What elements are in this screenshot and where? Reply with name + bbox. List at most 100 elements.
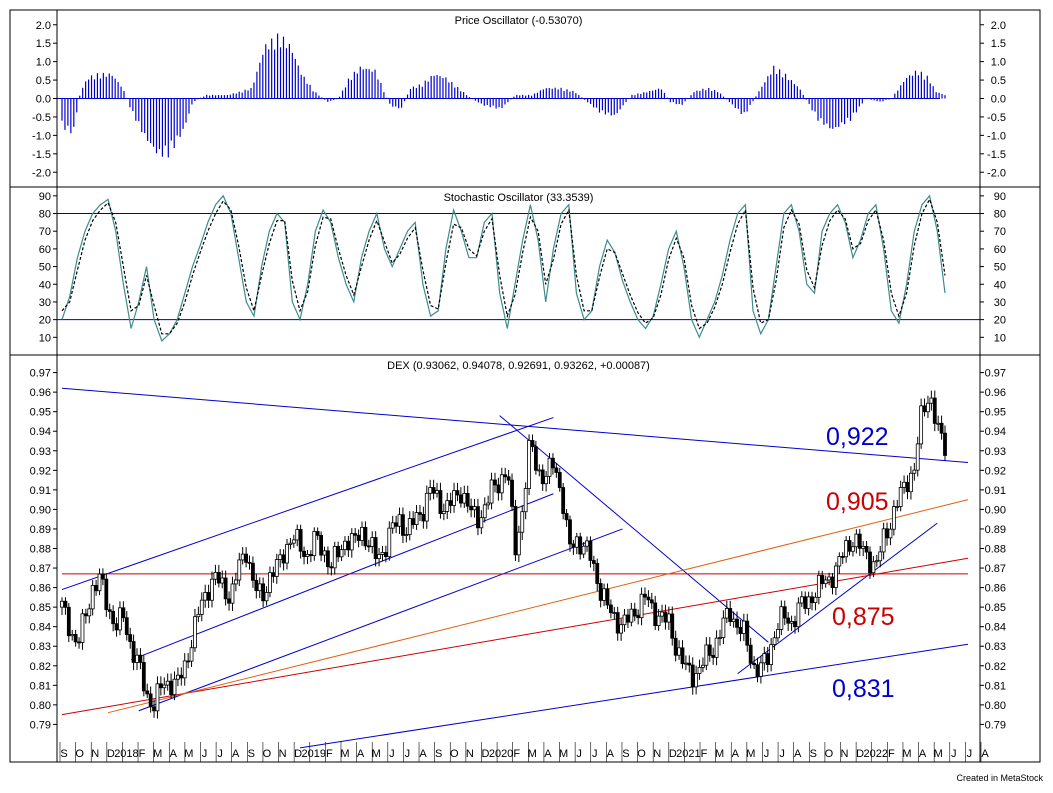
candle-body (285, 544, 289, 564)
candle-body (73, 634, 78, 643)
candle-body (305, 554, 310, 557)
x-tick-label: A (419, 748, 427, 760)
candle-body (111, 611, 116, 625)
y-tick-label: 0.93 (30, 446, 51, 458)
candle-body (332, 546, 337, 569)
candle-body (240, 553, 245, 561)
y-tick-label-right: -0.5 (987, 112, 1006, 124)
candle-body (629, 608, 634, 623)
candle-body (165, 680, 170, 686)
panel-title: Price Oscillator (-0.53070) (455, 15, 583, 27)
candle-body (711, 654, 716, 658)
y-tick-label: 70 (39, 226, 51, 238)
candle-body (653, 602, 658, 626)
candle-body (769, 644, 774, 665)
candle-body (718, 637, 722, 639)
trend-line (107, 499, 969, 714)
candle-body (63, 600, 68, 608)
candle-body (315, 531, 320, 536)
candle-body (557, 472, 562, 488)
price-panel: 0.97 0.97 0.96 0.96 0.95 0.95 0.94 0.94 0.93 0.93… (30, 360, 1006, 749)
candle-body (564, 513, 569, 521)
candle-body (615, 612, 620, 634)
y-tick-label-right: 2.0 (991, 20, 1006, 32)
candle-body (728, 608, 733, 622)
candle-body (414, 512, 419, 525)
y-tick-label-right: 30 (994, 297, 1006, 309)
candle-body (516, 531, 521, 556)
candle-body (213, 572, 218, 580)
candle-body (424, 492, 429, 522)
candle-body (929, 397, 934, 404)
candle-body (237, 559, 242, 581)
trend-line (61, 417, 554, 591)
y-tick-label: 80 (39, 209, 51, 221)
x-tick-label: N (841, 748, 849, 760)
candle-body (261, 583, 266, 602)
candle-body (581, 545, 586, 555)
y-tick-label: 0.82 (30, 661, 51, 673)
candle-body (124, 617, 129, 635)
x-tick-label: O (637, 748, 646, 760)
candle-body (636, 615, 641, 619)
y-tick-label-right: 0.82 (985, 661, 1006, 673)
candle-body (503, 474, 508, 478)
x-tick-label: D (107, 748, 115, 760)
y-tick-label: 0.80 (30, 700, 51, 712)
candle-body (308, 554, 313, 557)
y-tick-label-right: 0.87 (985, 563, 1006, 575)
candle-body (806, 596, 811, 609)
x-tick-label: O (75, 748, 84, 760)
candle-body (533, 446, 538, 471)
y-tick-label: 0.5 (36, 75, 51, 87)
candle-body (298, 529, 303, 552)
candle-body (264, 592, 269, 602)
candle-body (912, 469, 917, 474)
candle-body (827, 576, 831, 581)
candle-body (731, 618, 736, 622)
candle-body (891, 506, 896, 530)
candle-body (813, 596, 818, 604)
candle-body (322, 550, 327, 556)
candle-body (363, 526, 368, 547)
x-tick-label: A (232, 748, 240, 760)
candle-body (721, 617, 726, 638)
y-tick-label: 0.94 (30, 426, 51, 438)
candle-body (141, 662, 146, 692)
y-tick-label: 90 (39, 191, 51, 203)
candle-body (339, 549, 344, 558)
candle-body (496, 484, 501, 494)
y-tick-label: 0.79 (30, 719, 51, 731)
candle-body (118, 607, 122, 631)
candle-body (97, 573, 102, 592)
y-tick-label: 0.90 (30, 504, 51, 516)
candle-body (104, 578, 109, 611)
y-tick-label-right: 0.79 (985, 719, 1006, 731)
x-tick-label: D (481, 748, 489, 760)
x-tick-label: M (372, 748, 381, 760)
candle-body (724, 608, 729, 619)
candle-body (885, 528, 889, 539)
candle-body (936, 422, 941, 425)
y-tick-label-right: 0.94 (985, 426, 1006, 438)
x-tick-label: J (389, 748, 395, 760)
footer-credit: Created in MetaStock (956, 773, 1043, 783)
candle-body (895, 506, 900, 508)
x-tick-label: J (576, 748, 582, 760)
candle-body (476, 506, 480, 529)
candle-body (666, 613, 671, 623)
x-tick-label: J (764, 748, 770, 760)
y-tick-label-right: 1.0 (991, 57, 1006, 69)
candle-body (360, 526, 364, 541)
y-tick-label-right: 0.80 (985, 700, 1006, 712)
candle-body (540, 469, 545, 485)
candle-body (861, 545, 866, 549)
candle-body (404, 534, 409, 536)
candle-body (193, 616, 197, 649)
candle-body (816, 574, 821, 598)
candle-body (786, 617, 791, 624)
trend-line (138, 528, 623, 712)
candle-body (346, 540, 351, 551)
candle-body (380, 552, 385, 555)
x-tick-label: N (466, 748, 474, 760)
